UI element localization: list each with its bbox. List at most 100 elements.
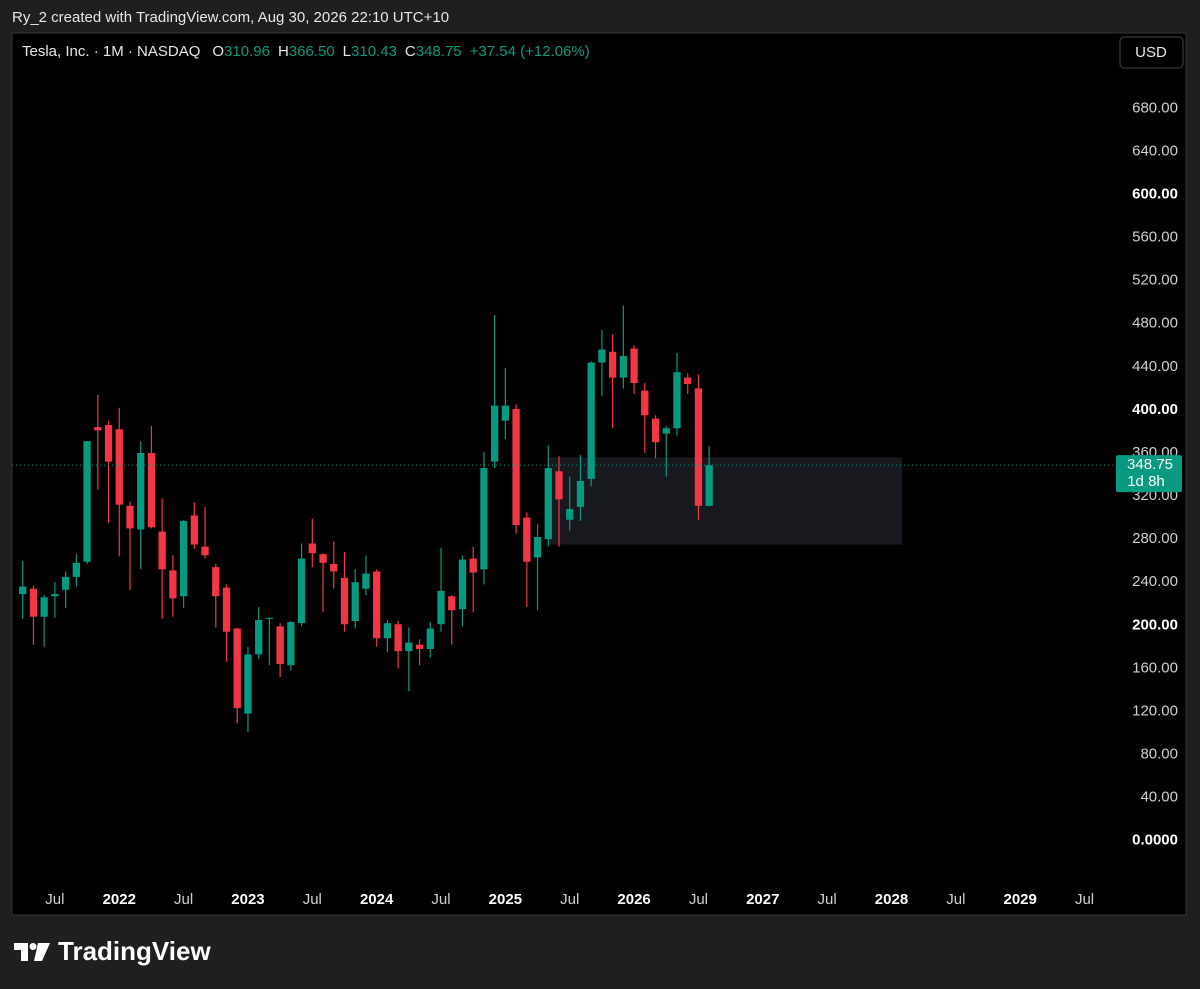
currency-label[interactable]: USD xyxy=(1135,44,1167,61)
x-tick-label: Jul xyxy=(45,891,64,908)
price-tag-value: 348.75 xyxy=(1127,456,1173,473)
candle-body xyxy=(169,570,177,599)
logo-mark xyxy=(34,943,50,961)
candle-body xyxy=(362,573,370,589)
candle-body xyxy=(684,377,692,385)
candle-body xyxy=(373,571,381,639)
zone xyxy=(548,457,903,545)
candle-body xyxy=(394,624,402,652)
candle-body xyxy=(523,517,531,562)
candle-body xyxy=(480,468,488,570)
candle-body xyxy=(212,567,220,597)
y-tick-label: 520.00 xyxy=(1132,272,1178,289)
y-tick-label: 160.00 xyxy=(1132,659,1178,676)
candle-body xyxy=(533,537,542,558)
candle-body xyxy=(201,546,209,556)
y-tick-label: 680.00 xyxy=(1132,99,1178,116)
y-tick-label: 200.00 xyxy=(1132,616,1178,633)
candle-body xyxy=(415,644,424,649)
candle-body xyxy=(587,362,595,479)
candle-body xyxy=(29,588,38,617)
y-tick-label: 480.00 xyxy=(1132,315,1178,332)
legend-change: +37.54 (+12.06%) xyxy=(470,43,590,60)
candle-body xyxy=(126,505,134,529)
candle-body xyxy=(40,597,48,617)
x-tick-label: Jul xyxy=(431,891,450,908)
candle-body xyxy=(147,453,156,528)
y-tick-label: 440.00 xyxy=(1132,358,1178,375)
candle-body xyxy=(566,509,574,520)
candle-body xyxy=(448,596,456,611)
caption: Ry_2 created with TradingView.com, Aug 3… xyxy=(12,9,449,26)
candle-body xyxy=(297,558,306,624)
y-tick-label: 560.00 xyxy=(1132,229,1178,246)
candle-body xyxy=(673,372,681,429)
candle-body xyxy=(319,554,327,563)
legend: Tesla, Inc. · 1M · NASDAQ O310.96 H366.50 L… xyxy=(22,43,590,60)
legend-value: 310.96 xyxy=(224,43,270,60)
candle-body xyxy=(158,531,166,570)
candle-body xyxy=(244,654,252,714)
symbol: Tesla, Inc. · 1M · NASDAQ xyxy=(22,43,200,60)
legend-key: H xyxy=(278,43,289,60)
y-tick-label: 120.00 xyxy=(1132,702,1178,719)
y-tick-label: 40.00 xyxy=(1140,789,1178,806)
candle-body xyxy=(383,623,392,639)
candle-body xyxy=(330,563,338,572)
candle-body xyxy=(458,559,467,610)
x-tick-label: Jul xyxy=(174,891,193,908)
brand-name: TradingView xyxy=(58,936,211,966)
candle-body xyxy=(694,388,703,506)
candle-body xyxy=(19,586,27,595)
x-tick-label: Jul xyxy=(946,891,965,908)
legend-key: C xyxy=(405,43,416,60)
legend-text: Tesla, Inc. · 1M · NASDAQ O310.96 H366.50 L… xyxy=(22,43,590,60)
candle-body xyxy=(651,418,660,443)
candle-body xyxy=(265,617,274,619)
x-tick-label: 2023 xyxy=(231,891,264,908)
legend-key: L xyxy=(343,43,351,60)
candle-body xyxy=(104,425,113,462)
currency-button[interactable] xyxy=(1119,36,1184,69)
candle-body xyxy=(137,453,145,530)
candle-body xyxy=(287,622,295,666)
x-tick-label: 2024 xyxy=(360,891,394,908)
x-tick-label: Jul xyxy=(689,891,708,908)
x-tick-label: 2028 xyxy=(875,891,908,908)
candle-body xyxy=(222,587,231,632)
candle-body xyxy=(233,628,241,709)
candle-body xyxy=(544,468,552,540)
candle-body xyxy=(491,405,499,462)
y-tick-label: 80.00 xyxy=(1140,746,1178,763)
y-tick-label: 600.00 xyxy=(1132,186,1178,203)
x-tick-label: Jul xyxy=(1075,891,1094,908)
y-tick-label: 400.00 xyxy=(1132,401,1178,418)
candle-body xyxy=(426,628,434,649)
candle-body xyxy=(576,481,585,507)
candle-body xyxy=(598,349,606,363)
legend-value: 348.75 xyxy=(416,43,462,60)
candle-body xyxy=(179,520,188,597)
x-tick-label: 2027 xyxy=(746,891,779,908)
candle-body xyxy=(641,390,649,416)
y-tick-label: 0.0000 xyxy=(1132,832,1178,849)
y-tick-label: 280.00 xyxy=(1132,530,1178,547)
x-tick-label: Jul xyxy=(560,891,579,908)
candle-body xyxy=(94,427,102,431)
candle-body xyxy=(308,543,316,554)
logo-mark xyxy=(29,943,37,950)
candle-body xyxy=(662,428,670,434)
candle-body xyxy=(437,590,445,625)
candle-body xyxy=(255,619,263,655)
candle-body xyxy=(405,642,413,652)
logo-mark xyxy=(14,943,28,961)
logo xyxy=(14,943,50,961)
candle-body xyxy=(469,558,477,573)
price-tag xyxy=(1116,455,1182,493)
candle-body xyxy=(512,408,520,526)
x-tick-label: Jul xyxy=(303,891,322,908)
candle-body xyxy=(501,405,510,421)
x-tick-label: Jul xyxy=(818,891,837,908)
